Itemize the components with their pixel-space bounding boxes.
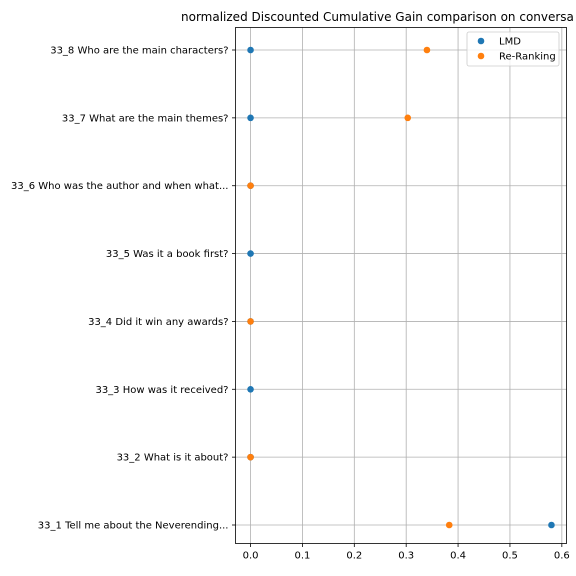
legend-marker — [477, 52, 485, 60]
chart-title: normalized Discounted Cumulative Gain co… — [181, 10, 574, 24]
x-tick-label: 0.1 — [294, 551, 310, 562]
data-point — [548, 521, 555, 529]
legend: LMD Re-Ranking — [466, 31, 560, 67]
y-tick-label: 33_6 Who was the author and when what... — [11, 181, 229, 192]
data-point — [247, 114, 254, 122]
data-point — [247, 318, 254, 325]
data-point — [445, 521, 453, 529]
x-axis: 0.0 0.1 0.2 0.3 0.4 0.5 0.6 — [243, 543, 570, 562]
x-tick-label: 0.2 — [346, 551, 362, 562]
x-tick-label: 0.6 — [554, 551, 570, 562]
y-tick-label: 33_4 Did it win any awards? — [88, 317, 228, 328]
x-tick-label: 0.3 — [398, 551, 414, 562]
data-point — [247, 385, 254, 393]
legend-box — [466, 31, 560, 67]
data-point — [247, 250, 254, 257]
legend-marker — [477, 37, 485, 45]
y-tick-label: 33_1 Tell me about the Neverending... — [38, 521, 229, 532]
legend-label: LMD — [499, 37, 521, 48]
plot-frame — [235, 27, 567, 544]
x-tick-label: 0.5 — [502, 551, 518, 562]
data-point — [423, 46, 431, 54]
data-point — [247, 453, 254, 461]
data-point — [404, 114, 412, 122]
x-tick-label: 0.0 — [243, 551, 259, 562]
data-point — [247, 46, 254, 54]
x-tick-label: 0.4 — [450, 551, 466, 562]
data-points — [247, 46, 555, 529]
legend-label: Re-Ranking — [499, 52, 556, 63]
y-tick-label: 33_3 How was it received? — [95, 385, 228, 396]
grid-lines — [235, 27, 567, 544]
y-tick-label: 33_7 What are the main themes? — [62, 113, 229, 124]
y-axis: 33_1 Tell me about the Neverending... 33_… — [11, 46, 236, 532]
data-point — [247, 182, 254, 190]
y-tick-label: 33_5 Was it a book first? — [106, 249, 229, 260]
y-tick-label: 33_2 What is it about? — [117, 453, 229, 464]
y-tick-label: 33_8 Who are the main characters? — [50, 46, 228, 57]
